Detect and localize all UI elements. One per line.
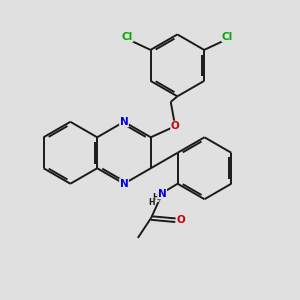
Text: H: H xyxy=(152,193,159,202)
Text: N: N xyxy=(120,117,128,127)
Text: Cl: Cl xyxy=(222,32,233,42)
Text: Cl: Cl xyxy=(122,32,133,42)
Text: H: H xyxy=(148,198,154,207)
Text: N: N xyxy=(158,189,167,199)
Text: N: N xyxy=(120,179,128,189)
Text: O: O xyxy=(171,121,179,131)
Text: O: O xyxy=(177,215,185,225)
